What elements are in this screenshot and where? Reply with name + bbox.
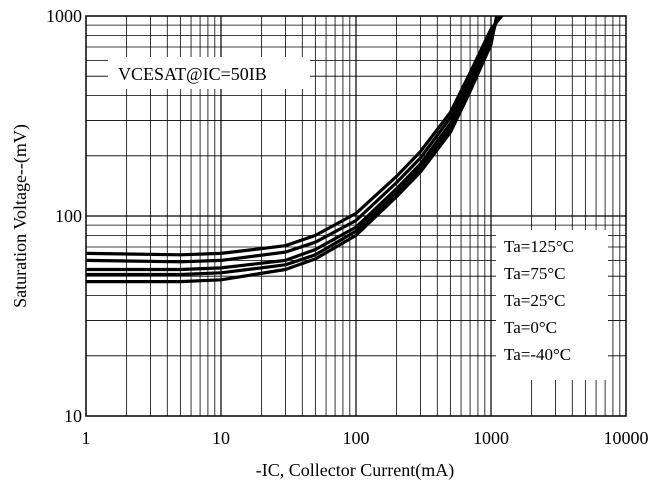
series-line-1 <box>86 16 501 264</box>
y-tick-label: 10 <box>64 406 82 426</box>
series-lines <box>86 16 504 284</box>
y-axis-label: Saturation Voltage--(mV) <box>10 124 31 308</box>
annotation-box-bg <box>108 57 310 89</box>
series-line-3 <box>86 16 499 277</box>
legend-bg <box>496 230 608 380</box>
series-line-0 <box>86 16 504 257</box>
legend-item-ta-75: Ta=75°C <box>504 264 565 283</box>
x-tick-label: 1000 <box>473 428 509 448</box>
legend-item-ta-25: Ta=25°C <box>504 291 565 310</box>
x-tick-label: 100 <box>343 428 370 448</box>
legend: Ta=125°C Ta=75°C Ta=25°C Ta=0°C Ta=-40°C <box>496 230 608 380</box>
legend-item-ta-125: Ta=125°C <box>504 237 574 256</box>
y-tick-label: 100 <box>55 206 82 226</box>
x-tick-label: 10000 <box>604 428 649 448</box>
plot-frame <box>85 15 627 417</box>
legend-item-ta-minus-40: Ta=-40°C <box>504 345 571 364</box>
series-line-4 <box>86 16 499 284</box>
x-axis-label: -IC, Collector Current(mA) <box>256 460 454 481</box>
x-tick-label: 1 <box>82 428 91 448</box>
x-tick-label: 10 <box>212 428 230 448</box>
y-tick-label: 1000 <box>46 6 82 26</box>
annotation-box: VCESAT@IC=50IB <box>108 57 310 89</box>
annotation-text: VCESAT@IC=50IB <box>118 64 267 84</box>
series-line-2 <box>86 16 500 272</box>
legend-item-ta-0: Ta=0°C <box>504 318 557 337</box>
